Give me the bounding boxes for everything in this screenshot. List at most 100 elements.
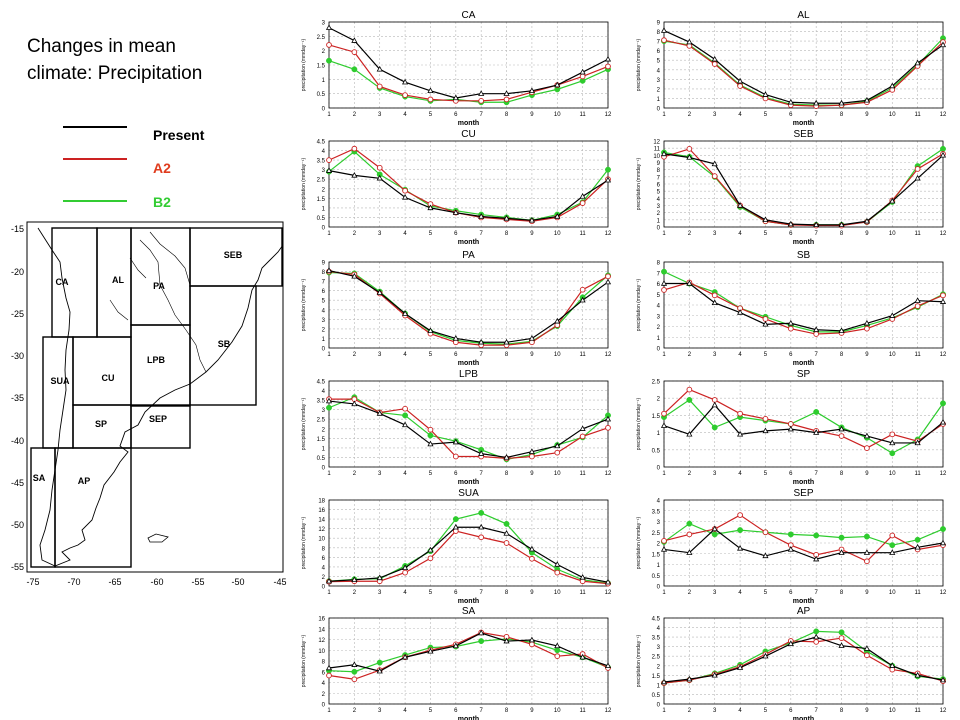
x-tick-label: 8 — [505, 231, 509, 237]
x-tick-label: 8 — [840, 352, 844, 358]
x-tick-label: 1 — [662, 471, 666, 477]
data-point-b2 — [686, 520, 693, 527]
data-point-present — [325, 664, 333, 671]
data-point-b2 — [813, 628, 820, 635]
data-point-present — [787, 319, 794, 326]
y-tick-label: 0 — [322, 585, 326, 591]
series-line-present — [663, 404, 944, 444]
data-point-present — [762, 552, 769, 559]
x-tick-label: 8 — [505, 708, 509, 714]
series-line-b2 — [663, 399, 944, 454]
data-point-present — [554, 561, 561, 567]
x-tick-label: 7 — [480, 112, 484, 118]
data-point-a2 — [737, 410, 743, 417]
data-point-present — [686, 430, 693, 437]
x-tick-label: 3 — [713, 590, 717, 596]
y-tick-label: 4 — [657, 197, 661, 203]
data-point-a2 — [711, 173, 718, 179]
chart-title: SP — [797, 369, 811, 380]
x-tick-label: 8 — [840, 112, 844, 118]
data-point-present — [939, 676, 947, 683]
data-point-a2 — [686, 531, 693, 538]
data-point-b2 — [661, 268, 667, 275]
data-point-present — [554, 81, 561, 88]
data-point-a2 — [737, 83, 743, 89]
data-point-present — [737, 202, 744, 208]
x-tick-label: 11 — [915, 708, 922, 714]
data-point-present — [503, 530, 510, 536]
data-point-a2 — [838, 433, 845, 439]
data-point-present — [660, 546, 668, 552]
x-axis-label: month — [458, 716, 479, 720]
data-point-a2 — [376, 164, 383, 171]
y-tick-label: 4 — [322, 308, 326, 314]
x-tick-label: 5 — [764, 471, 768, 477]
y-tick-label: 0 — [322, 466, 326, 472]
data-point-a2 — [762, 529, 769, 536]
x-tick-label: 8 — [505, 352, 509, 358]
data-point-present — [528, 87, 535, 93]
x-tick-label: 6 — [789, 590, 793, 596]
data-point-b2 — [351, 66, 358, 73]
data-point-present — [452, 523, 459, 530]
y-tick-label: 1.5 — [317, 64, 326, 70]
x-tick-label: 6 — [789, 112, 793, 118]
data-point-present — [351, 576, 358, 582]
y-tick-label: 3 — [322, 318, 326, 324]
data-point-present — [528, 216, 535, 223]
x-tick-label: 3 — [378, 708, 382, 714]
data-point-present — [914, 543, 921, 550]
data-point-a2 — [427, 555, 434, 562]
plot-frame — [328, 617, 609, 705]
data-point-present — [863, 549, 870, 555]
data-point-present — [452, 438, 459, 445]
map-x-tick: -60 — [150, 577, 163, 587]
data-point-b2 — [813, 532, 820, 539]
x-tick-label: 8 — [505, 590, 509, 596]
data-point-present — [376, 410, 383, 416]
data-point-present — [686, 280, 693, 286]
data-point-b2 — [889, 542, 896, 549]
series-line-a2 — [328, 631, 609, 680]
x-tick-label: 3 — [378, 231, 382, 237]
x-tick-label: 9 — [530, 352, 534, 358]
data-point-present — [711, 401, 718, 408]
data-point-present — [452, 209, 459, 215]
x-tick-label: 2 — [353, 112, 357, 118]
series-line-present — [328, 270, 609, 343]
data-point-present — [427, 546, 434, 553]
data-point-present — [351, 272, 358, 279]
y-tick-label: 2 — [322, 187, 326, 193]
chart-ca: 00.511.522.531 2 3 4 5 6 7 8 9 10 11 12CAmonthpreci… — [301, 10, 612, 127]
data-point-present — [660, 280, 668, 286]
data-point-present — [813, 326, 820, 332]
data-point-present — [914, 439, 921, 446]
data-point-a2 — [686, 386, 693, 393]
data-point-b2 — [503, 520, 510, 527]
x-tick-label: 11 — [915, 471, 922, 477]
region-label-lpb: LPB — [147, 355, 166, 365]
plot-frame — [328, 261, 609, 349]
y-tick-label: 4 — [657, 68, 661, 74]
plot-frame — [663, 21, 944, 109]
coastline — [37, 227, 284, 567]
chart-title: SUA — [458, 488, 479, 499]
y-tick-label: 2 — [657, 542, 661, 548]
x-tick-label: 10 — [554, 708, 561, 714]
chart-ap: 00.511.522.533.544.51 2 3 4 5 6 7 8 9 10 11 12APmon… — [636, 606, 947, 720]
y-tick-label: 2.5 — [317, 418, 326, 424]
x-tick-label: 7 — [815, 590, 819, 596]
data-point-present — [376, 65, 383, 72]
x-tick-label: 10 — [554, 231, 561, 237]
y-tick-label: 5 — [322, 299, 326, 305]
data-point-present — [838, 642, 845, 648]
data-point-present — [914, 59, 921, 66]
chart-lpb: 00.511.522.533.544.51 2 3 4 5 6 7 8 9 10 11 12LPBmo… — [301, 369, 612, 486]
data-point-a2 — [402, 569, 408, 576]
data-point-present — [579, 192, 586, 199]
data-point-a2 — [661, 287, 667, 293]
x-tick-label: 5 — [429, 471, 433, 477]
data-point-present — [939, 418, 947, 425]
